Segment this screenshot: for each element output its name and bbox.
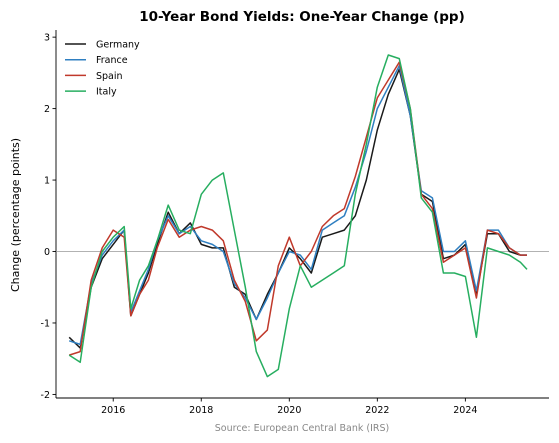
series-line-france — [68, 64, 527, 346]
y-tick-label: 1 — [44, 176, 50, 187]
plot-area: -2 -1 0 1 2 3 2016 2018 2020 2022 2024 — [41, 30, 549, 416]
x-tick-label: 2016 — [101, 405, 125, 416]
y-tick-label: 3 — [44, 33, 50, 44]
x-tick-label: 2024 — [453, 405, 477, 416]
series-line-spain — [68, 61, 527, 356]
y-tick-label: -2 — [41, 390, 50, 401]
y-tick-label: -1 — [41, 318, 50, 329]
x-tick-label: 2022 — [365, 405, 389, 416]
legend-label-germany: Germany — [96, 40, 140, 51]
y-axis-label: Change (percentage points) — [9, 138, 22, 292]
source-note: Source: European Central Bank (IRS) — [215, 423, 389, 434]
legend-label-france: France — [96, 55, 128, 66]
x-tick-label: 2020 — [277, 405, 301, 416]
legend-label-spain: Spain — [96, 71, 123, 82]
y-tick-label: 2 — [44, 104, 50, 115]
legend: Germany France Spain Italy — [65, 40, 140, 98]
legend-label-italy: Italy — [96, 87, 117, 98]
chart-title: 10-Year Bond Yields: One-Year Change (pp… — [139, 9, 465, 25]
series-line-germany — [68, 68, 527, 349]
series-line-italy — [68, 54, 528, 378]
y-tick-label: 0 — [44, 247, 50, 258]
x-tick-label: 2018 — [189, 405, 213, 416]
